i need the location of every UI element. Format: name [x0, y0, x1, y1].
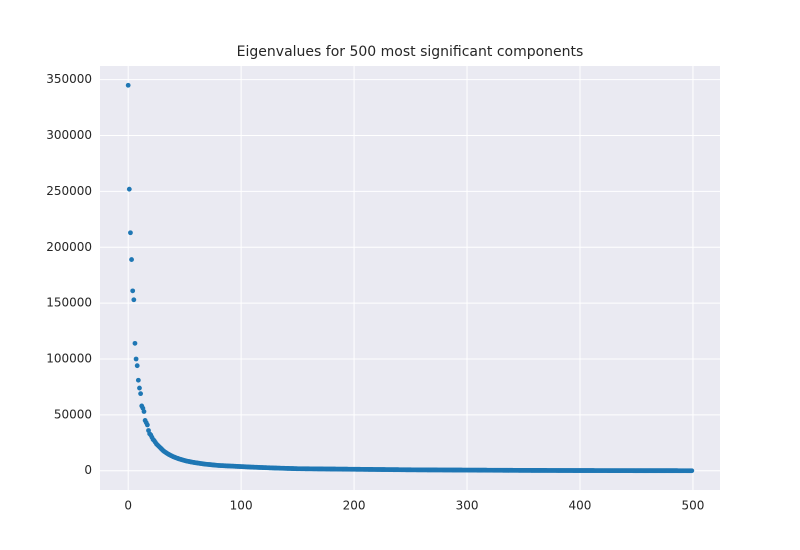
y-tick-label: 350000: [46, 72, 92, 86]
x-tick-label: 500: [681, 499, 704, 513]
points: [125, 82, 695, 474]
chart-title: Eigenvalues for 500 most significant com…: [237, 44, 584, 60]
point: [125, 82, 131, 88]
x-tick-label: 300: [456, 499, 479, 513]
point: [128, 230, 133, 236]
point: [137, 385, 142, 391]
point: [126, 186, 132, 192]
y-tick-label: 300000: [46, 128, 92, 142]
point: [130, 288, 136, 294]
point: [141, 409, 147, 414]
y-tick-label: 250000: [46, 184, 92, 198]
x-tick-label: 0: [124, 499, 132, 513]
x-tick-label: 400: [569, 499, 592, 513]
point: [133, 356, 139, 362]
y-tick-label: 100000: [46, 352, 92, 366]
point: [689, 468, 695, 474]
y-tick-label: 0: [84, 463, 92, 477]
y-tick-label: 50000: [54, 407, 92, 421]
grid: [100, 66, 720, 490]
x-tick-label: 200: [343, 499, 366, 513]
y-tick-label: 150000: [46, 296, 92, 310]
point: [131, 297, 137, 303]
point: [132, 340, 138, 346]
point: [135, 377, 141, 383]
plot-area: [100, 66, 720, 490]
point: [129, 257, 134, 262]
x-tick-label: 100: [230, 499, 253, 513]
point: [134, 363, 140, 369]
point: [144, 422, 150, 428]
point: [138, 391, 144, 397]
y-tick-label: 200000: [46, 240, 92, 254]
